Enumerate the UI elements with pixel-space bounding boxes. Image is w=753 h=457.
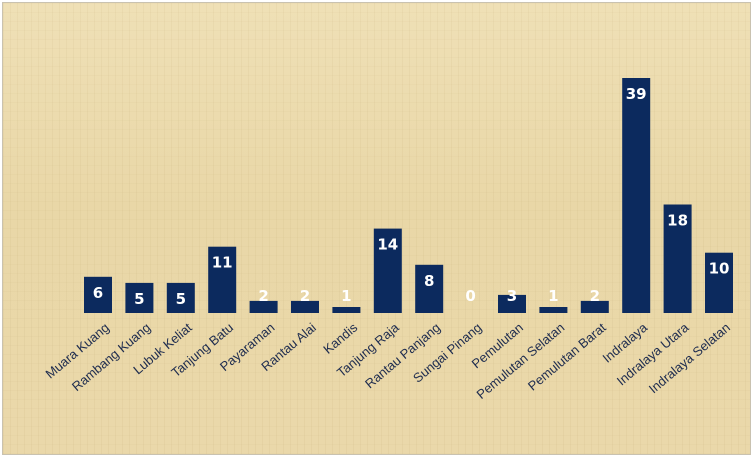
value-label-indralaya-selatan: 10: [709, 260, 730, 278]
bar-pemulutan: [498, 294, 526, 313]
value-label-indralaya: 39: [626, 85, 647, 103]
value-label-rantau-panjang: 8: [424, 272, 434, 290]
value-label-pemulutan: 3: [507, 287, 517, 305]
value-label-payaraman: 2: [258, 287, 268, 305]
value-label-pemulutan-selatan: 1: [548, 287, 558, 305]
bar-tanjung-raja: [373, 228, 402, 313]
bar-rambang-kuang: [125, 282, 154, 313]
value-label-muara-kuang: 6: [93, 284, 103, 302]
bar-pemulutan-barat: [580, 300, 609, 313]
tick-label-pemulutan-barat: Pemulutan Barat: [525, 320, 609, 394]
value-label-rambang-kuang: 5: [134, 290, 144, 308]
bar-indralaya-selatan: [705, 252, 733, 313]
bar-lubuk-keliat: [166, 282, 195, 313]
value-label-tanjung-raja: 14: [377, 236, 398, 254]
bar-payaraman: [249, 300, 278, 313]
bar-indralaya: [622, 78, 651, 313]
value-label-indralaya-utara: 18: [667, 212, 688, 230]
value-label-rantau-alai: 2: [300, 287, 310, 305]
bar-kandis: [332, 307, 361, 313]
bar-rantau-alai: [291, 300, 319, 313]
bar-muara-kuang: [84, 276, 112, 313]
value-label-lubuk-keliat: 5: [176, 290, 186, 308]
bar-tanjung-batu: [208, 246, 237, 313]
value-label-pemulutan-barat: 2: [590, 287, 600, 305]
value-label-kandis: 1: [341, 287, 351, 305]
bar-pemulutan-selatan: [539, 307, 568, 313]
value-label-tanjung-batu: 11: [212, 254, 233, 272]
bar-indralaya-utara: [663, 204, 692, 313]
bar-rantau-panjang: [415, 264, 444, 313]
value-label-sungai-pinang: 0: [465, 287, 475, 305]
